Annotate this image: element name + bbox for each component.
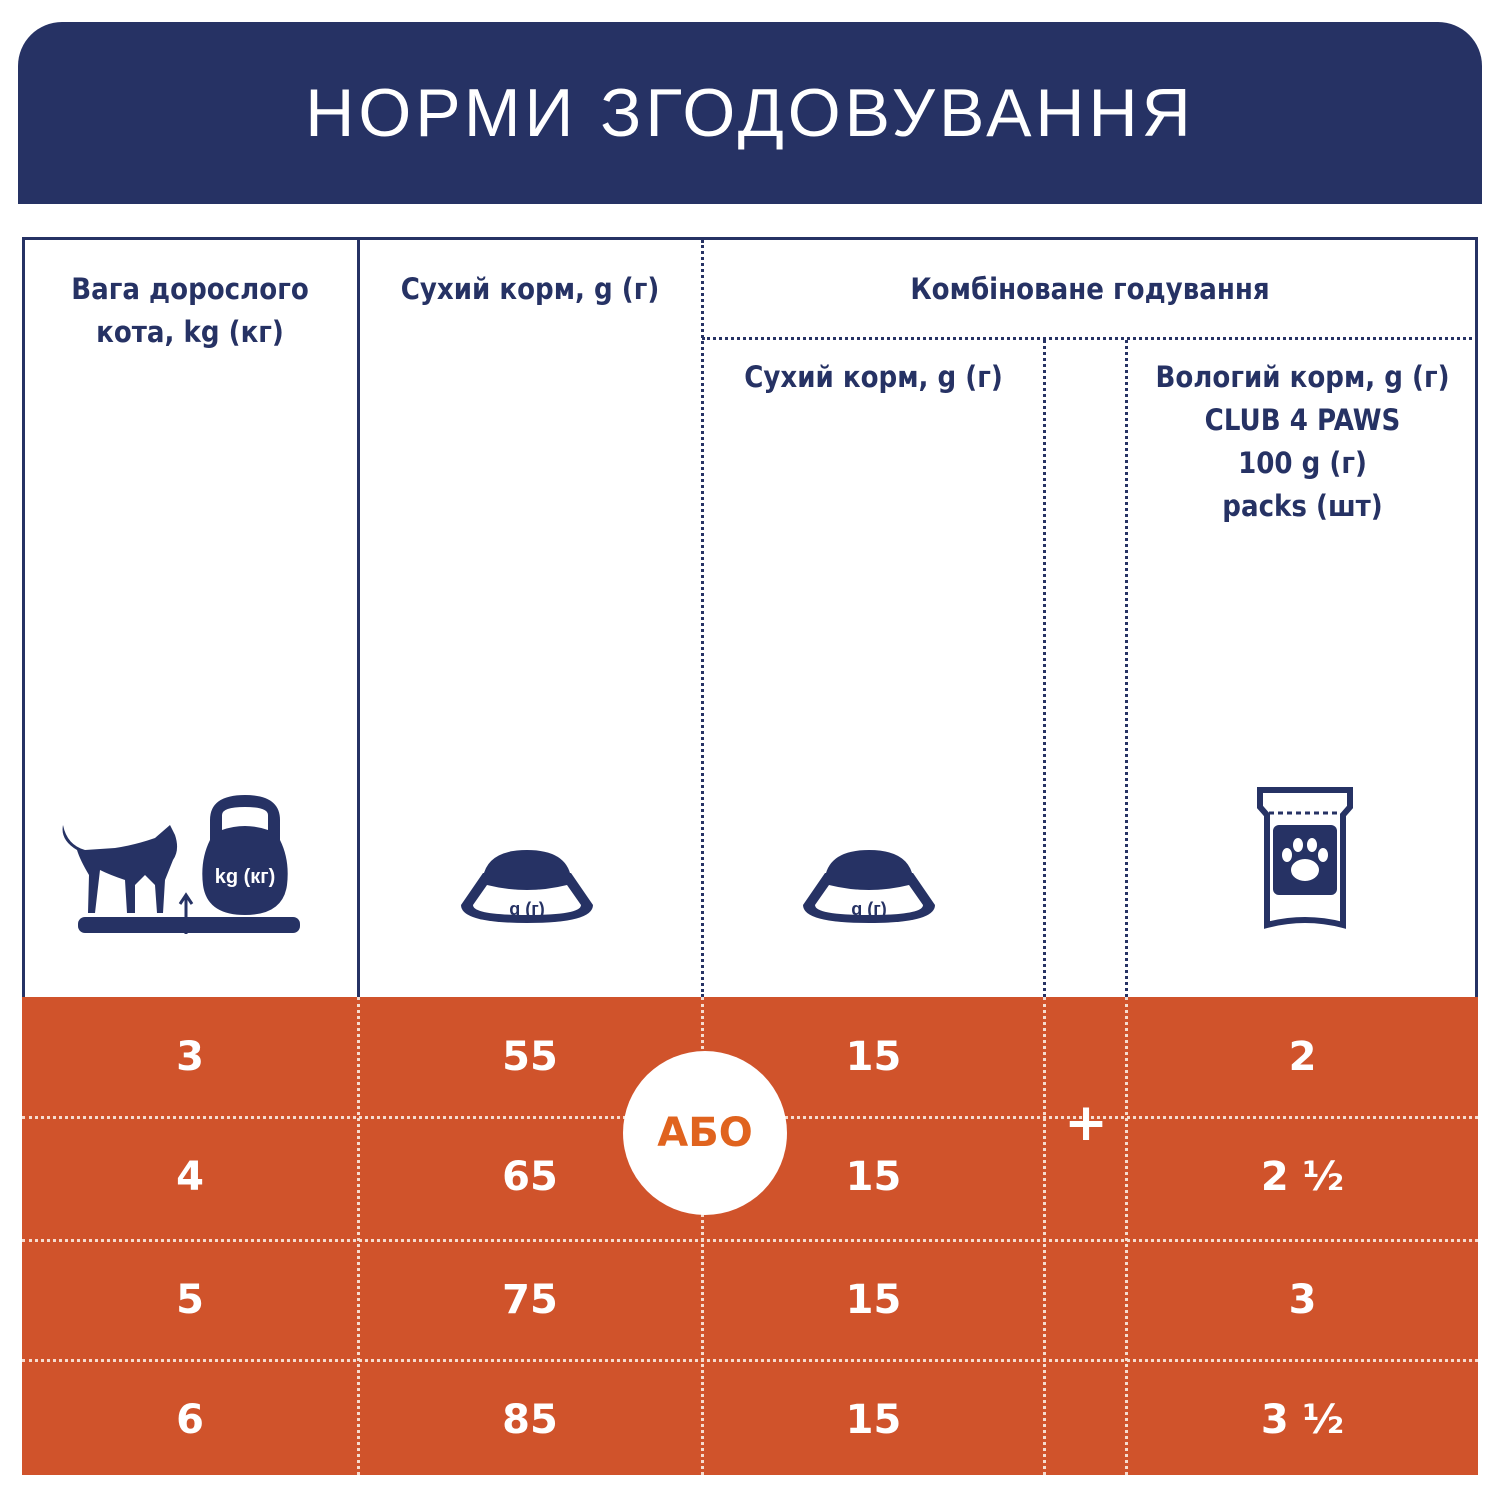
cell-weight: 3 (176, 1034, 204, 1080)
divider (1125, 340, 1128, 997)
wet-line: packs (шт) (1222, 489, 1383, 523)
cell-weight: 6 (176, 1397, 204, 1443)
title-banner: НОРМИ ЗГОДОВУВАННЯ (18, 22, 1482, 204)
cell-wet: 3 ½ (1260, 1397, 1345, 1443)
divider (1043, 997, 1046, 1475)
cell-wet: 2 (1288, 1034, 1317, 1080)
food-bowl-icon: g (г) (461, 850, 593, 923)
divider (702, 337, 1478, 340)
kg-label: kg (кг) (215, 866, 276, 888)
cell-dry: 85 (502, 1397, 558, 1443)
table-header (22, 237, 1478, 997)
cell-combined-dry: 15 (845, 1154, 902, 1200)
wet-line: CLUB 4 PAWS (1204, 403, 1401, 437)
cell-wet: 2 ½ (1260, 1154, 1345, 1200)
food-bowl-icon: g (г) (803, 850, 935, 923)
divider (701, 240, 704, 997)
cell-dry: 65 (502, 1154, 558, 1200)
wet-line: 100 g (г) (1238, 446, 1367, 480)
header-combined: Комбіноване годування (910, 272, 1270, 306)
divider (22, 1359, 1478, 1362)
header-weight: Вага дорослого кота, kg (кг) (71, 272, 309, 349)
cell-weight: 5 (176, 1277, 204, 1323)
cell-wet: 3 (1288, 1277, 1317, 1323)
cell-weight: 4 (176, 1154, 204, 1200)
g-label: g (г) (851, 899, 886, 919)
plus-sign: + (1064, 1093, 1108, 1153)
cell-dry: 55 (502, 1034, 558, 1080)
header-combined-wet: Вологий корм, g (г) CLUB 4 PAWS 100 g (г… (1145, 356, 1461, 528)
divider (357, 997, 360, 1475)
cat-kettlebell-icon: kg (кг) (62, 795, 300, 934)
header-dry-food: Сухий корм, g (г) (400, 272, 660, 306)
wet-line: Вологий корм, g (г) (1155, 360, 1450, 394)
cell-combined-dry: 15 (845, 1034, 902, 1080)
pouch-paw-icon (1257, 787, 1353, 929)
or-badge: АБО (623, 1051, 787, 1215)
divider (22, 1239, 1478, 1242)
g-label: g (г) (509, 899, 544, 919)
page-title: НОРМИ ЗГОДОВУВАННЯ (305, 75, 1195, 151)
divider (1043, 340, 1046, 997)
header-combined-dry: Сухий корм, g (г) (744, 360, 1003, 394)
cell-dry: 75 (502, 1277, 558, 1323)
divider (701, 997, 704, 1475)
divider (357, 237, 360, 997)
cell-combined-dry: 15 (845, 1397, 902, 1443)
cell-combined-dry: 15 (845, 1277, 902, 1323)
divider (1125, 997, 1128, 1475)
